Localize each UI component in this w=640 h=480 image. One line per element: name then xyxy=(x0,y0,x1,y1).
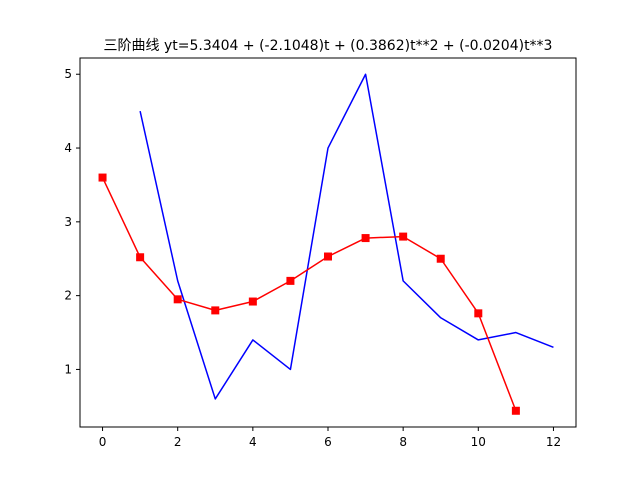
y-tick-label: 4 xyxy=(64,141,72,155)
x-tick-label: 10 xyxy=(471,435,486,449)
x-tick-label: 6 xyxy=(324,435,332,449)
series-2-point xyxy=(324,252,332,261)
series-2-point xyxy=(399,232,408,241)
series-2-point xyxy=(211,306,220,315)
series-2-point xyxy=(248,297,257,306)
y-tick-label: 1 xyxy=(64,362,72,376)
series-2-point xyxy=(474,309,483,318)
series-1-line xyxy=(139,73,554,400)
x-tick-label: 0 xyxy=(99,435,107,449)
series-2-point xyxy=(136,253,145,262)
series-2-point xyxy=(98,173,107,182)
x-tick-label: 4 xyxy=(249,435,257,449)
x-tick-label: 12 xyxy=(546,435,561,449)
series-2-point xyxy=(511,406,520,415)
y-tick-label: 3 xyxy=(64,215,72,229)
y-tick-label: 2 xyxy=(64,289,72,303)
chart-title: 三阶曲线 yt=5.3404 + (-2.1048)t + (0.3862)t*… xyxy=(104,38,553,54)
series-2-point xyxy=(173,295,182,304)
series-2-line xyxy=(101,177,517,412)
axes-frame xyxy=(79,57,577,428)
series-2-point xyxy=(436,254,445,263)
x-tick-label: 8 xyxy=(399,435,407,449)
series-2-point xyxy=(286,276,295,285)
x-tick-label: 2 xyxy=(174,435,182,449)
y-tick-label: 5 xyxy=(64,67,72,81)
series-2-point xyxy=(361,234,370,243)
